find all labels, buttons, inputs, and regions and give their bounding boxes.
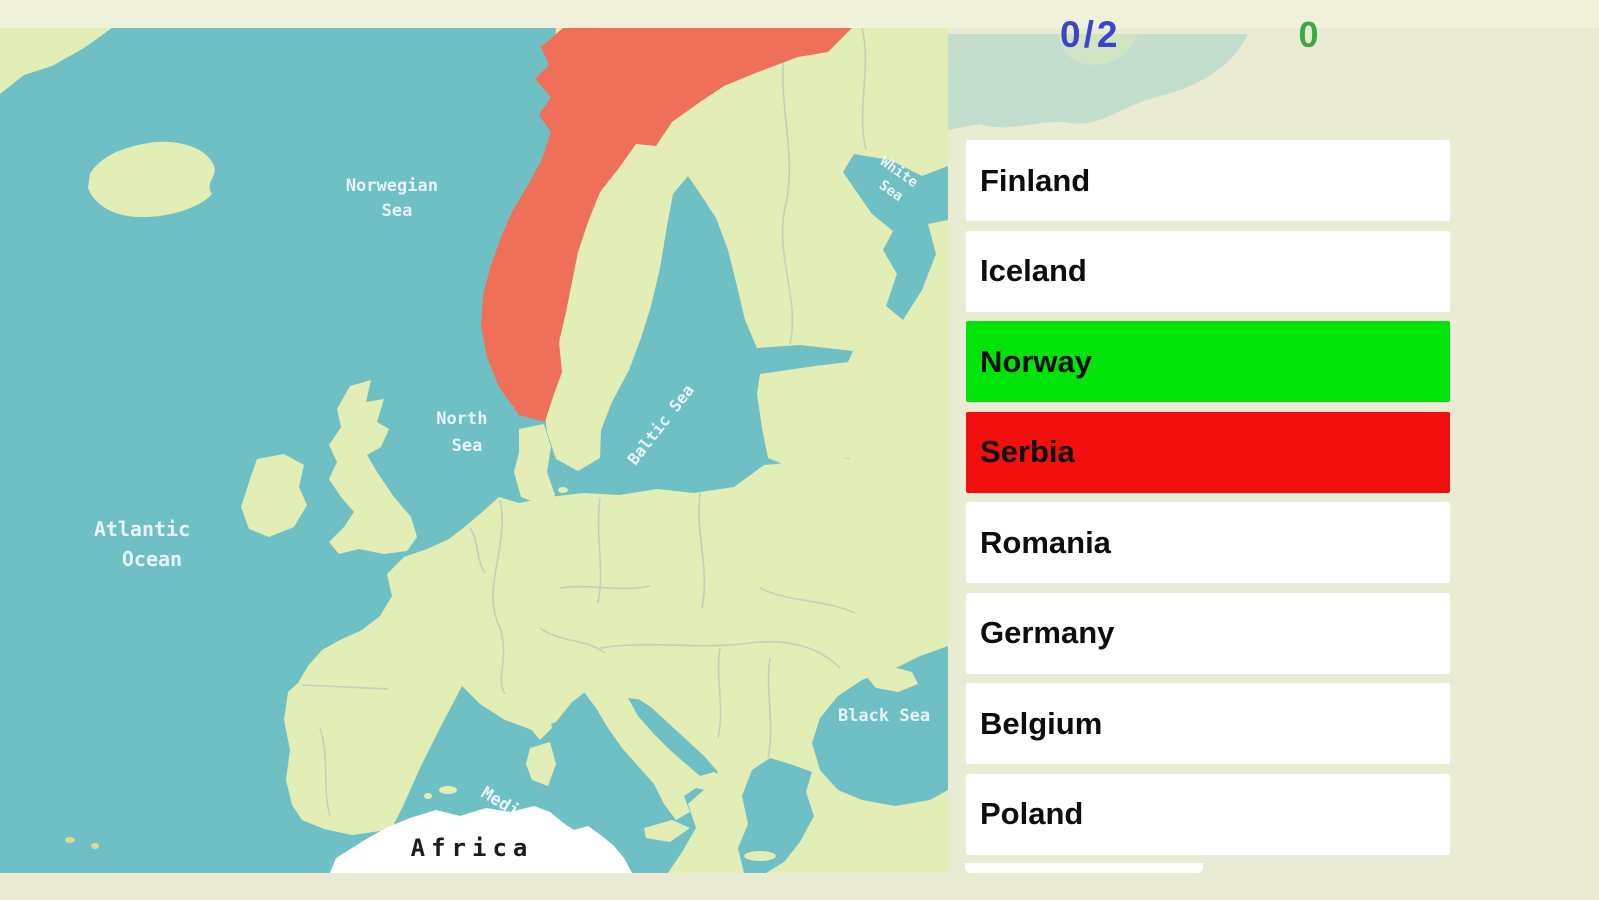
country-borders-north (781, 28, 867, 345)
north-sea-label: North Sea (436, 409, 497, 456)
balearic-islands (439, 786, 457, 794)
score-progress: 0/2 (1060, 14, 1121, 55)
country-label: Norway (980, 343, 1092, 379)
country-label: Poland (980, 796, 1084, 831)
score-bar: 0/2 0 (1060, 14, 1480, 56)
black-sea-label: Black Sea (838, 706, 930, 726)
country-borders-main (301, 492, 856, 817)
aegean-sea-area (738, 758, 814, 873)
country-row-belgium[interactable]: Belgium (966, 683, 1450, 764)
country-label: Serbia (980, 434, 1075, 469)
country-label: Germany (980, 615, 1115, 650)
denmark-islands-2 (558, 487, 568, 493)
italy-region[interactable] (580, 672, 726, 820)
atlantic-islands-2 (91, 843, 99, 849)
country-row-germany[interactable]: Germany (966, 592, 1450, 674)
greenland-landmass (0, 28, 112, 94)
denmark-region[interactable] (514, 424, 555, 504)
country-row-poland[interactable]: Poland (966, 773, 1450, 855)
europe-map[interactable]: Norwegian Sea White Sea North Sea Baltic… (0, 28, 948, 873)
corsica-island (530, 708, 552, 740)
africa-landmass-extension (965, 863, 1203, 873)
country-row-finland[interactable]: Finland (966, 140, 1450, 221)
country-label: Belgium (980, 705, 1103, 741)
atlantic-islands (65, 837, 75, 843)
africa-label: Africa (411, 834, 534, 862)
country-row-serbia[interactable]: Serbia (966, 411, 1450, 493)
sardinia-island (526, 742, 556, 786)
norway-islands (557, 221, 586, 261)
great-britain-region[interactable] (329, 380, 417, 554)
country-row-romania[interactable]: Romania (966, 502, 1450, 583)
country-label: Romania (980, 524, 1111, 560)
norway-region-highlighted[interactable] (481, 28, 852, 422)
atlantic-ocean-label: Atlantic Ocean (94, 517, 202, 571)
top-strip (0, 0, 1599, 28)
black-sea (812, 646, 948, 806)
country-row-norway[interactable]: Norway (966, 321, 1450, 402)
ireland-region[interactable] (241, 454, 307, 537)
iceland-region[interactable] (88, 141, 215, 218)
score-secondary: 0 (1298, 14, 1319, 55)
balearic-islands-2 (424, 793, 432, 799)
crete-island (744, 851, 776, 861)
country-list: Finland Iceland Norway Serbia Romania Ge… (966, 140, 1450, 864)
country-label: Iceland (980, 253, 1087, 288)
crimea-peninsula (866, 666, 918, 692)
sicily-island (644, 820, 690, 842)
white-sea (843, 154, 948, 320)
norwegian-sea-label: Norwegian Sea (346, 176, 448, 221)
country-label: Finland (980, 162, 1091, 198)
africa-landmass (330, 806, 632, 873)
country-row-iceland[interactable]: Iceland (966, 230, 1450, 312)
